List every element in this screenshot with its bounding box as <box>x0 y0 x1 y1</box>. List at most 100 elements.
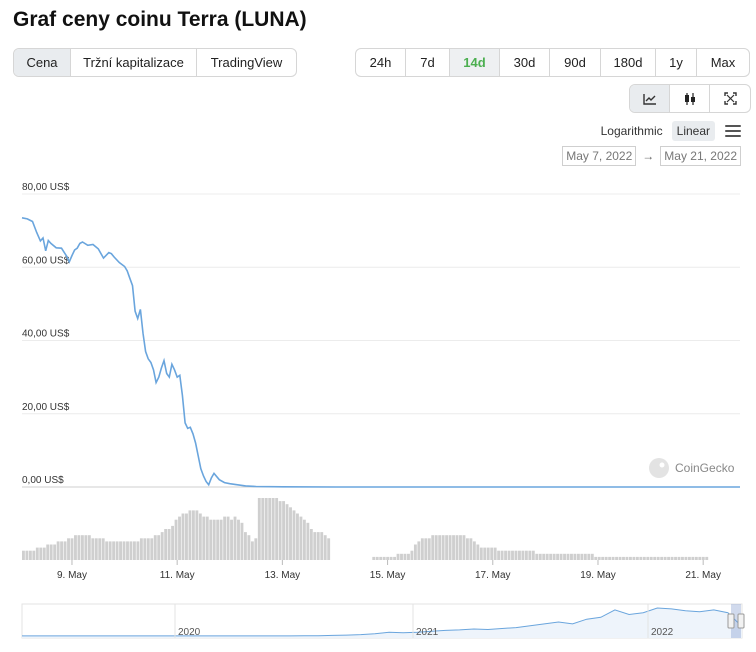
range-7d[interactable]: 7d <box>406 49 450 76</box>
x-tick-label: 19. May <box>580 570 616 581</box>
volume-bar <box>566 553 570 560</box>
range-1y[interactable]: 1y <box>656 49 697 76</box>
tab-market-cap[interactable]: Tržní kapitalizace <box>71 49 197 76</box>
volume-bar <box>590 553 594 560</box>
volume-bar <box>264 498 268 560</box>
volume-bar <box>98 538 102 560</box>
volume-bar <box>178 516 181 560</box>
page-title: Graf ceny coinu Terra (LUNA) <box>13 8 307 31</box>
range-24h[interactable]: 24h <box>356 49 406 76</box>
candlestick-icon[interactable] <box>670 85 710 112</box>
volume-bar <box>25 550 29 560</box>
scale-logarithmic[interactable]: Logarithmic <box>600 124 663 138</box>
volume-bar <box>289 507 292 560</box>
volume-bar <box>649 556 653 560</box>
volume-bar <box>622 556 625 560</box>
volume-bar <box>545 553 549 560</box>
volume-bar <box>653 556 657 560</box>
fullscreen-icon[interactable] <box>710 85 750 112</box>
volume-bar <box>490 547 494 560</box>
volume-bar <box>285 504 289 560</box>
volume-bar <box>28 550 32 560</box>
volume-bar <box>112 541 116 560</box>
navigator-selection[interactable] <box>731 604 741 638</box>
volume-bar <box>70 538 74 560</box>
y-tick-label: 40,00 US$ <box>22 329 70 340</box>
volume-bar <box>240 522 244 560</box>
volume-bar <box>445 535 449 560</box>
volume-bar <box>84 535 88 560</box>
range-180d[interactable]: 180d <box>601 49 656 76</box>
scale-selector: Logarithmic Linear <box>596 121 741 141</box>
volume-bar <box>511 550 514 560</box>
volume-bar <box>403 553 407 560</box>
volume-bar <box>493 547 497 560</box>
volume-bar <box>212 519 216 560</box>
volume-bar <box>483 547 487 560</box>
volume-bar <box>580 553 584 560</box>
volume-bar <box>49 544 53 560</box>
volume-bar <box>382 556 386 560</box>
volume-bar <box>629 556 632 560</box>
volume-bar <box>389 556 393 560</box>
volume-bar <box>105 541 109 560</box>
navigator-handle-left[interactable] <box>727 613 735 629</box>
volume-bar <box>167 529 171 560</box>
hamburger-menu-icon[interactable] <box>725 125 741 137</box>
volume-bar <box>608 556 612 560</box>
volume-bar <box>379 556 383 560</box>
volume-bar <box>674 556 677 560</box>
volume-bar <box>32 550 36 560</box>
metric-tabs: Cena Tržní kapitalizace TradingView <box>13 48 297 77</box>
volume-bar <box>677 556 681 560</box>
volume-bar <box>563 553 566 560</box>
volume-bar <box>230 519 233 560</box>
volume-bar <box>684 556 688 560</box>
tab-price[interactable]: Cena <box>14 49 71 76</box>
volume-bar <box>56 541 60 560</box>
volume-bar <box>136 541 140 560</box>
range-max[interactable]: Max <box>710 55 736 70</box>
date-from[interactable]: May 7, 2022 <box>562 146 637 166</box>
range-90d[interactable]: 90d <box>550 49 601 76</box>
volume-bar <box>663 556 667 560</box>
tab-tradingview[interactable]: TradingView <box>210 55 283 70</box>
volume-bar <box>22 550 25 560</box>
volume-bar <box>698 556 702 560</box>
volume-bar <box>126 541 129 560</box>
volume-bar <box>171 525 175 560</box>
date-to[interactable]: May 21, 2022 <box>660 146 741 166</box>
volume-bar <box>396 553 400 560</box>
line-chart-icon[interactable] <box>630 85 670 112</box>
volume-bar <box>375 556 379 560</box>
scale-linear[interactable]: Linear <box>671 121 715 141</box>
volume-bar <box>486 547 490 560</box>
range-14d[interactable]: 14d <box>450 49 500 76</box>
volume-bar <box>108 541 112 560</box>
x-tick-label: 15. May <box>370 570 406 581</box>
volume-bar <box>233 516 237 560</box>
volume-bar <box>309 529 313 560</box>
volume-bar <box>556 553 560 560</box>
volume-bar <box>306 522 310 560</box>
volume-bar <box>514 550 518 560</box>
volume-bar <box>528 550 532 560</box>
volume-bar <box>302 519 306 560</box>
x-tick-label: 21. May <box>685 570 721 581</box>
volume-bar <box>185 513 188 560</box>
volume-bar <box>292 510 296 560</box>
volume-bar <box>427 538 431 560</box>
volume-bar <box>129 541 133 560</box>
volume-bar <box>559 553 563 560</box>
volume-bar <box>327 538 331 560</box>
volume-bar <box>407 553 410 560</box>
volume-bar <box>604 556 608 560</box>
volume-bar <box>646 556 650 560</box>
volume-bar <box>660 556 664 560</box>
volume-bar <box>299 516 303 560</box>
volume-bar <box>410 550 414 560</box>
volume-bar <box>313 532 317 560</box>
range-30d[interactable]: 30d <box>500 49 550 76</box>
navigator-handle-right[interactable] <box>737 613 745 629</box>
